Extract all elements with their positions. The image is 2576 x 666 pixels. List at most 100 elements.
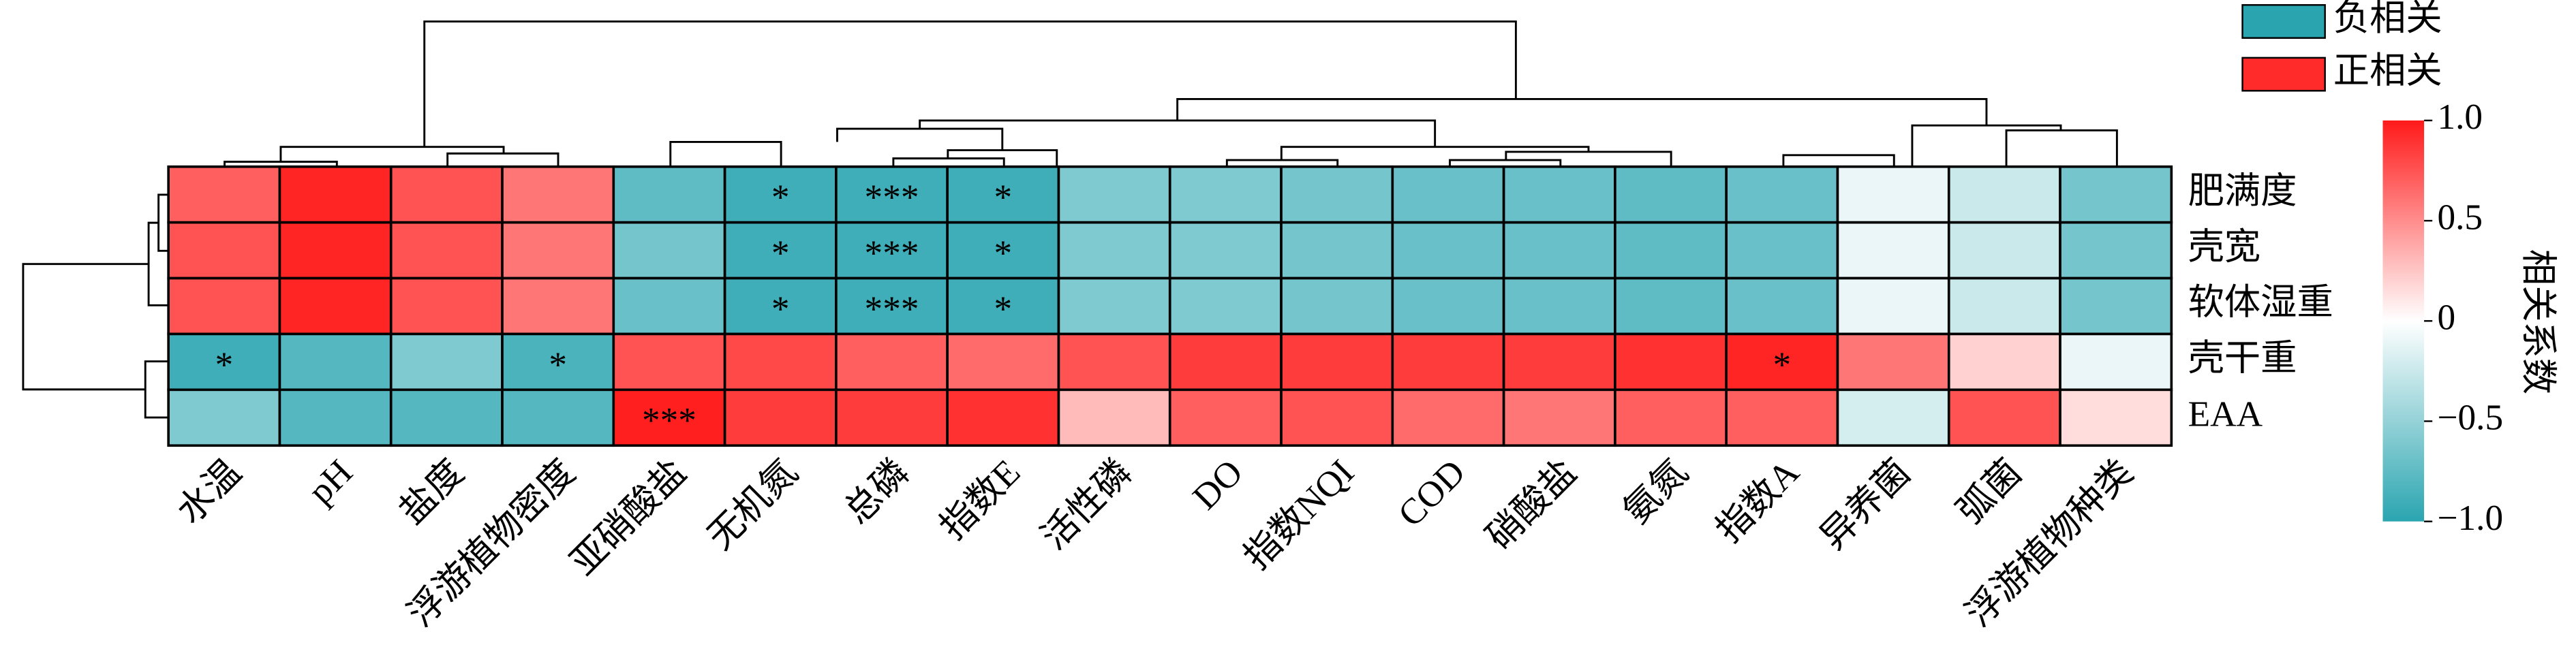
column-label: 氨氮 (1616, 452, 1696, 532)
cell (1168, 332, 1283, 392)
cell (1168, 388, 1283, 447)
significance: * (994, 178, 1012, 218)
column-label: 弧菌 (1950, 452, 2029, 532)
column-label: pH (301, 452, 361, 512)
cell (389, 388, 504, 447)
cell (1725, 332, 1839, 392)
column-label: 亚硝酸盐 (563, 452, 694, 583)
cell (2059, 165, 2173, 224)
cell (723, 388, 838, 447)
row-label: 壳干重 (2188, 338, 2297, 379)
significance: * (994, 289, 1012, 329)
column-label: 活性磷 (1034, 452, 1139, 558)
legend-label: 正相关 (2333, 50, 2442, 91)
cell (2059, 276, 2173, 336)
row-label: 软体湿重 (2188, 283, 2333, 323)
legend-label: 负相关 (2333, 0, 2442, 38)
colorbar-label: 相关系数 (2518, 249, 2558, 394)
heatmap (167, 165, 2173, 447)
colorbar-tick-label: 0 (2437, 298, 2455, 338)
cell (1947, 276, 2061, 336)
cell (1502, 332, 1616, 392)
cell (946, 221, 1060, 280)
cell (2059, 221, 2173, 280)
cell (389, 332, 504, 392)
legend-swatch (2241, 57, 2326, 92)
cell (1391, 388, 1505, 447)
cell (1502, 221, 1616, 280)
cell (389, 165, 504, 224)
column-label: 异养菌 (1813, 452, 1918, 558)
cell (1391, 332, 1505, 392)
cell (2059, 332, 2173, 392)
cell (501, 165, 615, 224)
significance: * (549, 345, 567, 385)
cell (1280, 388, 1394, 447)
cell (1836, 165, 1950, 224)
significance: *** (865, 289, 919, 329)
cell (1947, 221, 2061, 280)
cell (946, 332, 1060, 392)
cell (612, 165, 726, 224)
cell (612, 388, 726, 447)
significance: * (771, 289, 790, 329)
cell (278, 388, 393, 447)
cell (835, 276, 949, 336)
cell (1947, 332, 2061, 392)
cell (1168, 221, 1283, 280)
cell (723, 165, 838, 224)
cell (1725, 388, 1839, 447)
colorbar (2382, 120, 2425, 522)
cell (723, 332, 838, 392)
cell (1725, 276, 1839, 336)
row-label: EAA (2188, 394, 2263, 434)
cell (1947, 165, 2061, 224)
cell (1614, 221, 1728, 280)
row-label: 壳宽 (2188, 227, 2261, 267)
cell (1057, 388, 1171, 447)
cell (1057, 332, 1171, 392)
cell (1836, 388, 1950, 447)
cell (167, 332, 281, 392)
cell (1614, 388, 1728, 447)
cell (501, 276, 615, 336)
cell (389, 276, 504, 336)
cell (167, 388, 281, 447)
column-label: 水温 (169, 452, 249, 532)
cell (167, 221, 281, 280)
cell (1280, 165, 1394, 224)
column-label: 指数A (1708, 451, 1807, 550)
legend-swatch (2241, 4, 2326, 39)
cell (278, 221, 393, 280)
cell (1836, 332, 1950, 392)
cell (1502, 165, 1616, 224)
cell (1057, 165, 1171, 224)
cell (167, 276, 281, 336)
column-label: 指数NQI (1236, 452, 1362, 577)
cell (612, 221, 726, 280)
cell (1502, 388, 1616, 447)
cell (278, 332, 393, 392)
cell (1502, 276, 1616, 336)
row-dendrogram (22, 193, 169, 419)
cell (1280, 276, 1394, 336)
significance: * (771, 234, 790, 274)
cell (1391, 221, 1505, 280)
cell (389, 221, 504, 280)
significance: * (771, 178, 790, 218)
cell (1725, 165, 1839, 224)
column-label: 硝酸盐 (1479, 452, 1584, 558)
significance: *** (642, 400, 696, 441)
cell (1391, 276, 1505, 336)
colorbar-tick-label: 1.0 (2437, 97, 2483, 137)
column-label: DO (1185, 452, 1251, 518)
colorbar-tick-label: −1.0 (2437, 498, 2503, 538)
cell (278, 165, 393, 224)
column-label: 指数E (932, 452, 1028, 548)
column-label: 总磷 (837, 452, 917, 532)
cell (612, 332, 726, 392)
cell (1614, 165, 1728, 224)
cell (1947, 388, 2061, 447)
